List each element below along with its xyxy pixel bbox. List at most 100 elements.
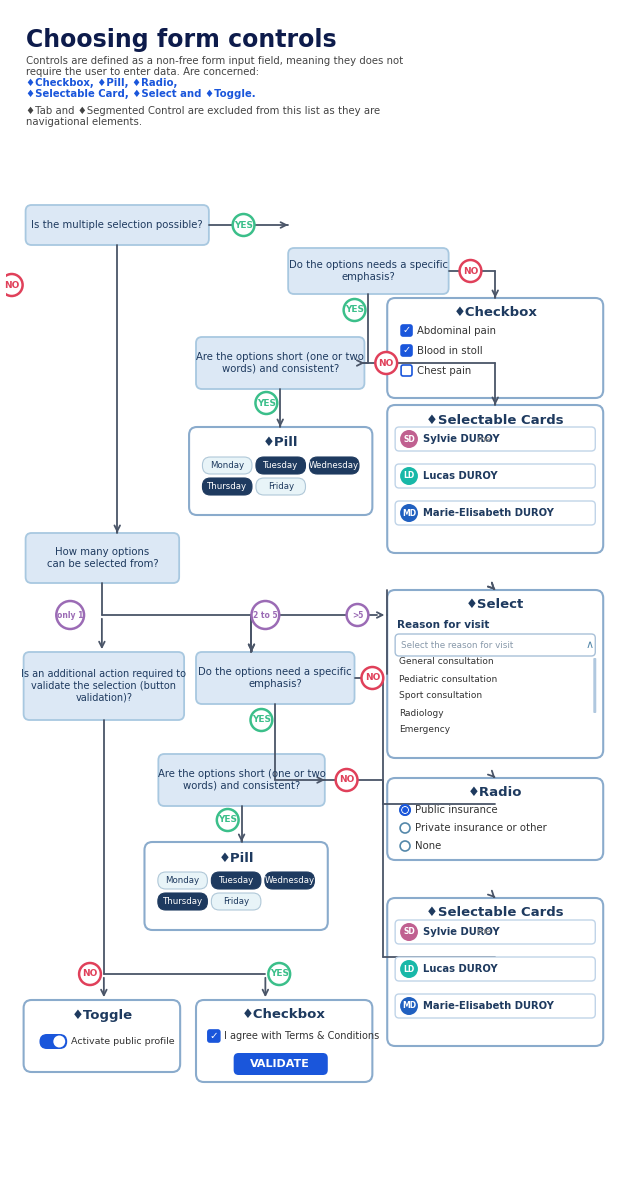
FancyBboxPatch shape [395,920,595,944]
FancyBboxPatch shape [26,533,179,583]
Text: ∧: ∧ [585,640,593,650]
Text: NO: NO [365,673,380,683]
Circle shape [400,504,418,522]
Text: MD: MD [402,509,416,517]
Text: YES: YES [257,398,276,408]
Circle shape [459,260,481,282]
Text: Activate public profile: Activate public profile [71,1037,175,1046]
Circle shape [400,823,410,833]
Text: Wednesday: Wednesday [265,876,315,886]
Text: Monday: Monday [210,461,244,470]
FancyBboxPatch shape [387,778,603,860]
FancyBboxPatch shape [265,872,314,889]
Text: Chest pain: Chest pain [417,366,471,376]
Text: require the user to enter data. Are concerned:: require the user to enter data. Are conc… [26,67,262,77]
Circle shape [255,392,277,414]
FancyBboxPatch shape [256,478,305,494]
Circle shape [400,841,410,851]
Circle shape [402,806,408,814]
Text: navigational elements.: navigational elements. [26,116,141,127]
Circle shape [400,923,418,941]
Text: only 1: only 1 [57,611,83,619]
FancyBboxPatch shape [387,298,603,398]
Text: Select the reason for visit: Select the reason for visit [401,641,513,649]
Circle shape [336,769,357,791]
Circle shape [56,601,84,629]
Text: Emergency: Emergency [399,726,450,734]
Text: ♦Toggle: ♦Toggle [71,1008,133,1021]
Text: >5: >5 [352,611,363,619]
Text: YES: YES [270,970,289,978]
Text: Tuesday: Tuesday [263,461,299,470]
Text: I agree with Terms & Conditions: I agree with Terms & Conditions [223,1031,379,1040]
FancyBboxPatch shape [395,994,595,1018]
Text: YES: YES [218,816,237,824]
Text: Reason for visit: Reason for visit [397,620,490,630]
Text: Are the options short (one or two
words) and consistent?: Are the options short (one or two words)… [158,769,326,791]
Circle shape [400,960,418,978]
Text: me: me [476,928,490,936]
Text: Private insurance or other: Private insurance or other [415,823,546,833]
Text: LD: LD [403,965,414,973]
Circle shape [53,1036,65,1048]
Text: Marie-Elisabeth DUROY: Marie-Elisabeth DUROY [423,1001,554,1010]
Text: ♦Pill: ♦Pill [263,437,299,450]
FancyBboxPatch shape [196,1000,372,1082]
Text: YES: YES [234,221,253,229]
Text: YES: YES [345,306,364,314]
FancyBboxPatch shape [387,590,603,758]
Text: Blood in stoll: Blood in stoll [417,346,483,355]
Text: ♦Selectable Card, ♦Select and ♦Toggle.: ♦Selectable Card, ♦Select and ♦Toggle. [26,89,255,98]
Text: ✓: ✓ [403,325,411,336]
Text: ♦Checkbox, ♦Pill, ♦Radio,: ♦Checkbox, ♦Pill, ♦Radio, [26,78,177,88]
Text: How many options
can be selected from?: How many options can be selected from? [46,547,158,569]
Text: Choosing form controls: Choosing form controls [26,28,336,52]
FancyBboxPatch shape [158,754,325,806]
Text: Are the options short (one or two
words) and consistent?: Are the options short (one or two words)… [197,353,364,373]
Circle shape [400,467,418,485]
Text: MD: MD [402,1002,416,1010]
FancyBboxPatch shape [196,337,364,389]
FancyBboxPatch shape [196,652,354,704]
Circle shape [217,809,239,830]
FancyBboxPatch shape [212,872,261,889]
Text: Lucas DUROY: Lucas DUROY [423,470,498,481]
Circle shape [344,299,366,320]
Text: ♦Pill: ♦Pill [218,852,254,864]
Circle shape [400,997,418,1015]
Text: Radiology: Radiology [399,708,444,718]
FancyBboxPatch shape [212,893,261,910]
FancyBboxPatch shape [395,464,595,488]
Text: ♦Radio: ♦Radio [468,786,523,799]
Text: None: None [415,841,441,851]
FancyBboxPatch shape [309,457,359,474]
Text: Sylvie DUROY: Sylvie DUROY [423,926,500,937]
Text: Sylvie DUROY: Sylvie DUROY [423,434,500,444]
Text: ✓: ✓ [403,346,411,355]
Text: ♦Selectable Cards: ♦Selectable Cards [426,906,564,919]
Circle shape [252,601,279,629]
Text: me: me [476,434,490,444]
Text: ✓: ✓ [210,1031,218,1040]
Text: SD: SD [403,434,415,444]
FancyBboxPatch shape [395,427,595,451]
Text: Tuesday: Tuesday [218,876,254,886]
Text: YES: YES [252,715,271,725]
Text: Do the options need a specific
emphasis?: Do the options need a specific emphasis? [198,667,352,689]
Text: Marie-Elisabeth DUROY: Marie-Elisabeth DUROY [423,508,554,518]
FancyBboxPatch shape [401,365,412,376]
Circle shape [347,604,368,626]
Text: NO: NO [82,970,98,978]
FancyBboxPatch shape [387,898,603,1046]
Circle shape [400,805,410,815]
Text: Is an additional action required to
validate the selection (button
validation)?: Is an additional action required to vali… [21,670,187,702]
FancyBboxPatch shape [24,1000,180,1072]
Text: Do the options needs a specific
emphasis?: Do the options needs a specific emphasis… [289,260,448,282]
Text: Friday: Friday [268,482,294,491]
FancyBboxPatch shape [387,404,603,553]
Text: ♦Selectable Cards: ♦Selectable Cards [426,414,564,426]
FancyBboxPatch shape [158,872,207,889]
Circle shape [233,214,254,236]
FancyBboxPatch shape [202,457,252,474]
FancyBboxPatch shape [395,502,595,526]
